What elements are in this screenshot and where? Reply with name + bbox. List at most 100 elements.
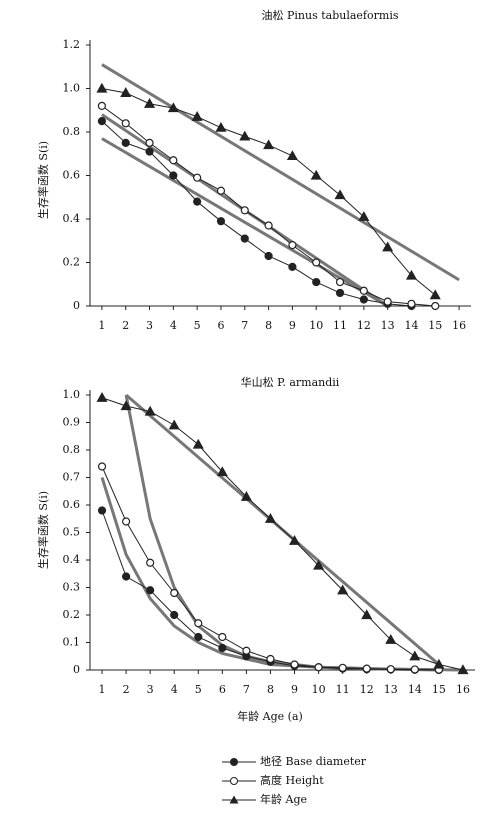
series-line xyxy=(101,88,436,296)
triangle-marker xyxy=(192,438,204,449)
x-tick-label: 3 xyxy=(147,683,154,696)
legend-marker xyxy=(230,777,238,785)
triangle-marker xyxy=(96,392,108,402)
x-tick-label: 10 xyxy=(312,683,326,696)
y-tick-label: 0.7 xyxy=(63,471,81,484)
y-tick-label: 0 xyxy=(73,299,80,312)
x-tick-label: 2 xyxy=(122,319,129,332)
chart-title: 油松 Pinus tabulaeformis xyxy=(262,8,399,22)
x-tick-label: 12 xyxy=(360,683,374,696)
x-tick-label: 10 xyxy=(309,319,323,332)
circle-marker xyxy=(335,288,345,298)
y-tick-label: 0.6 xyxy=(63,498,81,511)
circle-marker xyxy=(240,234,249,243)
triangle-marker xyxy=(334,189,346,200)
x-tick-label: 4 xyxy=(170,319,177,332)
circle-marker xyxy=(170,588,179,598)
triangle-marker xyxy=(429,289,441,300)
triangle-marker xyxy=(191,111,203,121)
x-tick-label: 1 xyxy=(98,319,105,332)
circle-marker xyxy=(407,299,416,308)
circle-marker xyxy=(218,643,227,653)
x-tick-label: 8 xyxy=(267,683,274,696)
x-tick-label: 16 xyxy=(452,319,466,332)
circle-marker xyxy=(121,119,130,128)
y-tick-label: 1.2 xyxy=(63,38,81,51)
triangle-marker xyxy=(240,491,252,501)
y-tick-label: 0.6 xyxy=(63,169,81,182)
triangle-marker xyxy=(168,419,180,430)
circle-marker xyxy=(216,217,226,226)
circle-marker xyxy=(240,206,249,215)
triangle-marker xyxy=(382,241,394,252)
y-tick-label: 0 xyxy=(73,663,80,676)
y-axis-label: 生存率函数 S(i) xyxy=(36,141,50,219)
circle-marker xyxy=(170,610,179,620)
circle-marker xyxy=(288,262,297,271)
series-line xyxy=(101,105,436,307)
x-tick-label: 1 xyxy=(99,683,106,696)
y-tick-label: 1.0 xyxy=(63,388,81,401)
circle-marker xyxy=(242,646,251,655)
y-tick-label: 0.5 xyxy=(63,526,81,539)
circle-marker xyxy=(312,258,321,267)
circle-marker xyxy=(146,558,155,567)
x-tick-label: 5 xyxy=(194,319,201,332)
series-line xyxy=(101,120,412,307)
triangle-marker xyxy=(361,609,373,620)
triangle-marker xyxy=(409,650,421,661)
circle-marker xyxy=(193,197,202,206)
circle-marker xyxy=(194,632,203,642)
x-tick-label: 7 xyxy=(241,319,248,332)
triangle-marker xyxy=(385,634,397,644)
circle-marker xyxy=(359,286,368,295)
triangle-marker xyxy=(289,535,301,545)
triangle-marker xyxy=(286,150,298,161)
x-tick-label: 16 xyxy=(456,683,470,696)
triangle-marker xyxy=(358,211,370,221)
x-tick-label: 7 xyxy=(243,683,250,696)
triangle-marker xyxy=(96,82,108,93)
circle-marker xyxy=(266,654,275,664)
legend-label: 地径 Base diameter xyxy=(260,755,367,768)
circle-marker xyxy=(359,295,368,304)
circle-marker xyxy=(410,665,419,674)
x-axis-label: 年龄 Age (a) xyxy=(237,709,303,723)
x-tick-label: 6 xyxy=(217,319,224,332)
triangle-marker xyxy=(216,466,228,477)
circle-marker xyxy=(338,663,347,672)
fitted-curve xyxy=(101,137,389,308)
triangle-marker xyxy=(120,87,132,97)
circle-marker xyxy=(216,186,226,195)
circle-marker xyxy=(97,462,107,471)
y-tick-label: 0.8 xyxy=(63,125,81,138)
legend-marker xyxy=(229,795,239,804)
circle-marker xyxy=(362,664,371,673)
x-tick-label: 15 xyxy=(432,683,446,696)
chart-title: 华山松 P. armandii xyxy=(241,375,340,389)
circle-marker xyxy=(121,138,130,147)
circle-marker xyxy=(314,663,323,672)
legend-marker xyxy=(230,758,238,766)
x-tick-label: 2 xyxy=(123,683,130,696)
y-axis-label: 生存率函数 S(i) xyxy=(36,491,50,569)
fitted-curve xyxy=(100,477,463,672)
triangle-marker xyxy=(313,559,325,570)
triangle-marker xyxy=(120,400,132,411)
circle-marker xyxy=(312,277,321,287)
x-tick-label: 13 xyxy=(381,319,395,332)
y-tick-label: 0.2 xyxy=(63,608,81,621)
circle-marker xyxy=(264,221,273,230)
x-tick-label: 11 xyxy=(336,683,350,696)
circle-marker xyxy=(218,632,227,642)
x-tick-label: 13 xyxy=(384,683,398,696)
circle-marker xyxy=(97,101,107,111)
series-line xyxy=(101,397,464,671)
x-tick-label: 5 xyxy=(195,683,202,696)
triangle-marker xyxy=(433,658,445,669)
circle-marker xyxy=(194,619,203,628)
x-tick-label: 8 xyxy=(265,319,272,332)
y-tick-label: 0.4 xyxy=(63,553,81,566)
x-tick-label: 14 xyxy=(408,683,422,696)
